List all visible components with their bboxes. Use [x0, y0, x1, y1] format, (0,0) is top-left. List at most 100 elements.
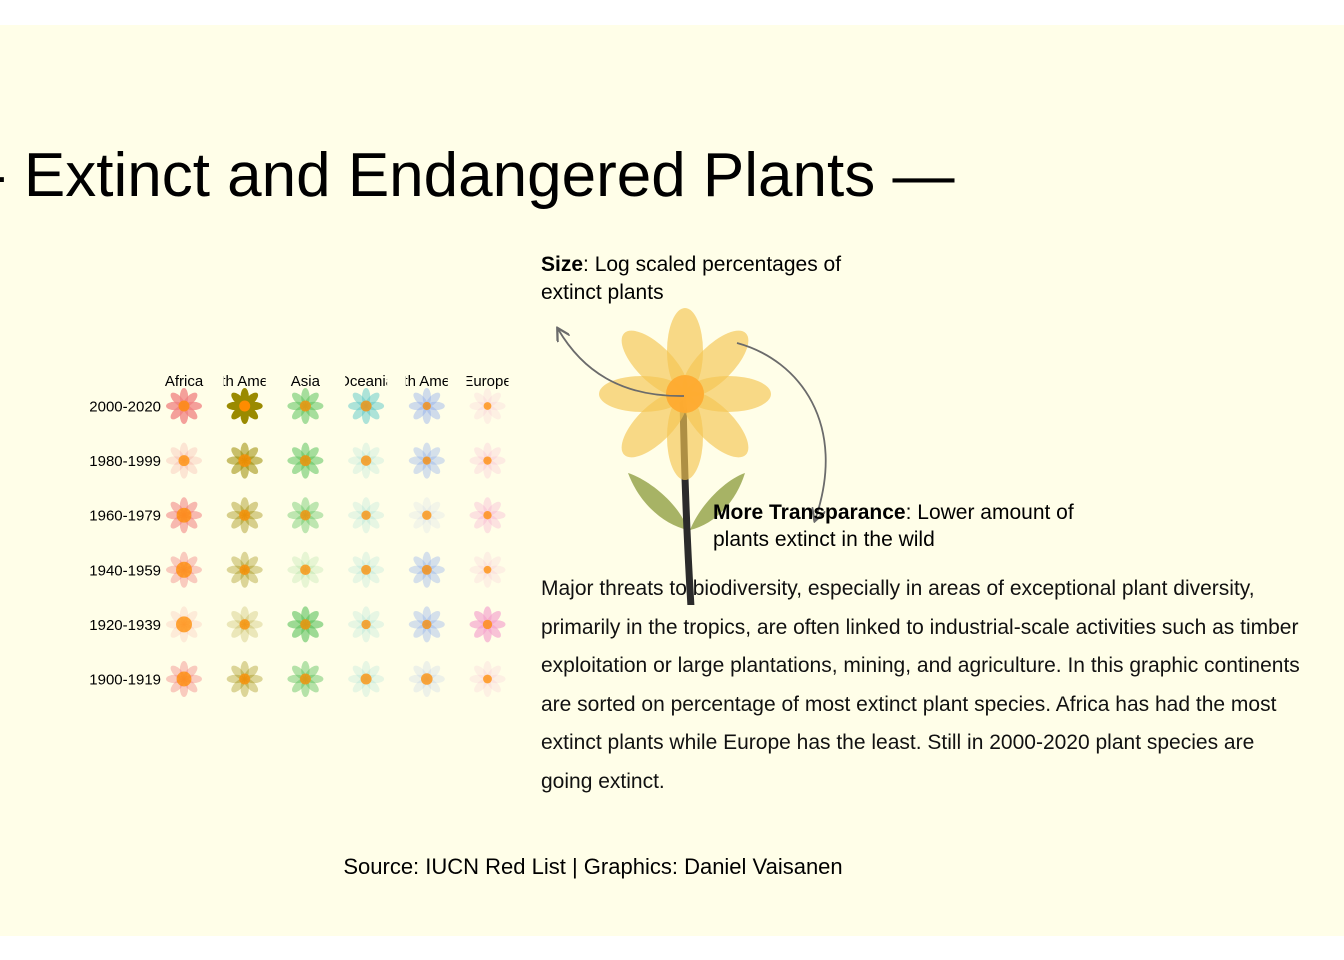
- flower-petal: [469, 565, 488, 574]
- size-legend-note: Size: Log scaled percentages of extinct …: [541, 251, 901, 307]
- flower-petal: [361, 606, 371, 625]
- flower-center: [238, 454, 252, 467]
- leaf-right: [690, 473, 745, 530]
- flower-glyph: [408, 606, 445, 643]
- flower-petal: [487, 565, 506, 574]
- description-text: Major threats to biodiversity, especiall…: [541, 577, 1300, 793]
- legend-petal: [621, 330, 688, 397]
- flower-petal: [408, 620, 427, 629]
- flower-glyph: [166, 551, 202, 588]
- flower-center: [483, 565, 492, 574]
- flower-glyph: [469, 497, 506, 534]
- flower-petal: [483, 497, 492, 516]
- chart-panel: - Extinct and Endangered Plants — Africa…: [0, 25, 1344, 936]
- flower-petal: [483, 551, 492, 570]
- size-legend-label: Size: [541, 253, 584, 276]
- flower-center: [300, 564, 311, 576]
- flower-glyph: [469, 551, 506, 588]
- flower-center: [239, 673, 251, 685]
- legend-flower: [540, 308, 827, 605]
- flower-glyph: [408, 442, 445, 479]
- transparency-legend-text: : Lower amount of plants extinct in the …: [713, 501, 1074, 551]
- flower-glyph: [166, 442, 202, 479]
- flower-grid: Africa th Ame Asia Oceania th Ame Europe 2000-…: [89, 373, 511, 697]
- flower-glyph: [287, 661, 324, 697]
- flower-center: [176, 507, 192, 523]
- flower-glyph: [226, 388, 263, 424]
- flower-petal: [422, 606, 431, 625]
- flower-glyph: [408, 388, 445, 424]
- flower-glyph: [348, 606, 385, 643]
- flower-glyph: [469, 661, 506, 697]
- flower-center: [483, 402, 492, 410]
- flower-petal: [422, 388, 431, 406]
- flower-center: [360, 400, 372, 412]
- flower-center: [299, 673, 311, 685]
- transparency-legend-label: More Transparance: [713, 501, 906, 524]
- flower-petal: [422, 406, 431, 424]
- row-label: 1920-1939: [89, 617, 161, 634]
- flower-petal: [426, 456, 445, 465]
- flower-center: [422, 456, 431, 465]
- flower-glyph: [348, 442, 385, 479]
- flower-center: [239, 400, 251, 412]
- flower-petal: [483, 460, 492, 479]
- legend-petals: [599, 308, 771, 480]
- flower-petal: [408, 456, 427, 465]
- flower-center: [422, 619, 432, 630]
- flower-center: [482, 619, 493, 630]
- flower-petal: [487, 674, 506, 684]
- flower-center: [300, 509, 311, 521]
- flower-glyph: [166, 606, 202, 643]
- flower-center: [421, 564, 432, 575]
- flower-petal: [483, 388, 492, 406]
- flower-petal: [474, 392, 489, 407]
- flower-glyph: [166, 497, 202, 534]
- flower-center: [176, 671, 192, 687]
- flower-glyph: [226, 661, 263, 697]
- flower-petal: [348, 511, 367, 520]
- flower-glyph: [408, 497, 445, 534]
- flower-petal: [486, 392, 501, 407]
- row-label: 1940-1959: [89, 562, 161, 579]
- flower-center: [299, 455, 311, 467]
- flower-center: [178, 455, 190, 467]
- flower-glyph: [348, 388, 385, 424]
- flower-center: [360, 673, 372, 685]
- flower-center: [178, 400, 190, 412]
- flower-petal: [426, 620, 445, 629]
- column-label: Asia: [291, 373, 321, 390]
- page-title: - Extinct and Endangered Plants —: [0, 141, 955, 210]
- flower-petal: [487, 511, 506, 520]
- flower-center: [176, 616, 192, 633]
- flower-petal: [486, 405, 501, 420]
- flower-center: [361, 619, 371, 630]
- column-label: Europe: [463, 373, 511, 390]
- flower-center: [483, 456, 492, 465]
- flower-glyph: [348, 551, 385, 588]
- flower-center: [421, 673, 433, 685]
- column-label: th Ame: [221, 373, 268, 390]
- flower-glyph: [287, 497, 324, 534]
- flower-glyph: [287, 388, 324, 424]
- flower-petal: [469, 401, 488, 411]
- source-caption: Source: IUCN Red List | Graphics: Daniel…: [343, 854, 843, 879]
- flower-petal: [483, 679, 492, 697]
- flower-petal: [483, 406, 492, 424]
- flower-glyph: [166, 388, 202, 424]
- flower-petal: [426, 511, 445, 520]
- flower-petal: [361, 624, 371, 643]
- flower-petal: [483, 569, 492, 588]
- flower-petal: [408, 511, 427, 520]
- row-label: 1980-1999: [89, 453, 161, 470]
- flower-glyph: [226, 497, 263, 534]
- flower-petal: [422, 460, 431, 479]
- flower-center: [360, 455, 372, 466]
- flower-glyph: [287, 551, 324, 588]
- column-label: Oceania: [338, 373, 395, 390]
- flower-center: [483, 674, 492, 684]
- flower-petal: [474, 569, 489, 584]
- flower-center: [239, 509, 251, 521]
- flower-petal: [422, 442, 431, 461]
- flower-center: [361, 564, 372, 575]
